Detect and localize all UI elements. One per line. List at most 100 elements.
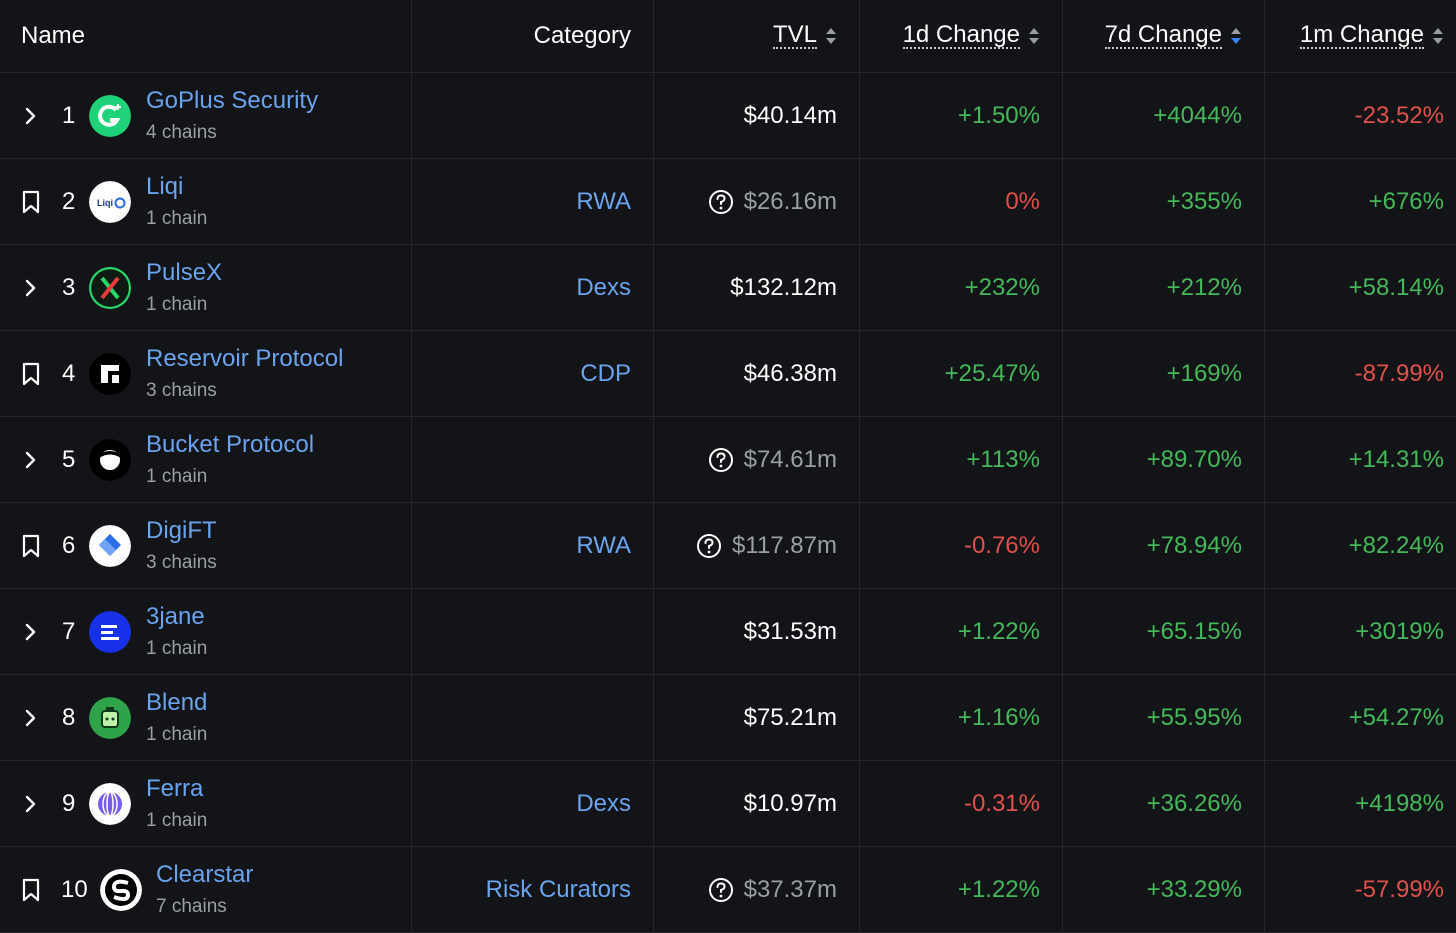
header-1d-change-sort[interactable]: 1d Change [860, 0, 1063, 72]
category-link[interactable]: RWA [576, 531, 631, 559]
header-1m-change-sort[interactable]: 1m Change [1265, 0, 1456, 72]
tvl-value: $46.38m [743, 359, 837, 387]
header-1d-change-label[interactable]: 1d Change [902, 21, 1020, 49]
tvl-cell: $117.87m [654, 503, 860, 588]
change-1d-cell: +1.22% [860, 847, 1063, 932]
rank-number: 8 [62, 703, 76, 731]
change-1d-value: +113% [966, 445, 1040, 473]
change-1m-cell: +58.14% [1265, 245, 1456, 330]
change-7d-value: +89.70% [1146, 445, 1242, 473]
table-row[interactable]: 2 Liqi Liqi 1 chain RWA $26.16m 0% +355% +676% [0, 159, 1456, 245]
tvl-cell: $40.14m [654, 73, 860, 158]
change-1d-cell: -0.76% [860, 503, 1063, 588]
blend-logo [89, 696, 131, 739]
change-7d-value: +78.94% [1146, 531, 1242, 559]
header-1m-change-label[interactable]: 1m Change [1299, 21, 1424, 49]
bookmark-icon[interactable] [19, 190, 43, 214]
change-1m-value: +676% [1368, 187, 1444, 215]
table-row[interactable]: 4 Reservoir Protocol 3 chains CDP $46.38m +25… [0, 331, 1456, 417]
protocol-name-link[interactable]: DigiFT [146, 517, 217, 544]
change-1m-cell: +14.31% [1265, 417, 1456, 502]
question-mark-icon[interactable] [696, 533, 722, 559]
change-1d-cell: +1.22% [860, 589, 1063, 674]
tvl-value: $31.53m [743, 617, 837, 645]
table-header-row: Name Category TVL 1d Change 7d Change 1m… [0, 0, 1456, 73]
tvl-value: $26.16m [743, 187, 837, 215]
protocol-name-link[interactable]: PulseX [146, 259, 223, 286]
category-link[interactable]: Dexs [576, 789, 631, 817]
question-mark-icon[interactable] [708, 877, 734, 903]
table-row[interactable]: 6 DigiFT 3 chains RWA $117.87m -0.76% +78.94% +… [0, 503, 1456, 589]
tvl-cell: $31.53m [654, 589, 860, 674]
expand-chevron-icon[interactable] [19, 620, 43, 644]
protocol-name-link[interactable]: Clearstar [156, 861, 254, 888]
sort-icon[interactable] [1028, 26, 1040, 46]
header-tvl-label[interactable]: TVL [772, 21, 817, 49]
header-tvl-sort[interactable]: TVL [654, 0, 860, 72]
sort-icon[interactable] [1432, 26, 1444, 46]
change-1m-cell: +4198% [1265, 761, 1456, 846]
pulsex-logo [89, 266, 131, 309]
change-1m-value: -23.52% [1354, 101, 1444, 129]
protocol-name-link[interactable]: 3jane [146, 603, 205, 630]
change-1d-value: +1.50% [957, 101, 1040, 129]
category-link[interactable]: Dexs [576, 273, 631, 301]
change-1m-cell: -57.99% [1265, 847, 1456, 932]
change-7d-cell: +36.26% [1063, 761, 1265, 846]
change-1d-value: +1.16% [957, 703, 1040, 731]
protocol-name-link[interactable]: Liqi [146, 173, 184, 200]
expand-chevron-icon[interactable] [19, 792, 43, 816]
chain-count: 4 chains [146, 122, 217, 143]
question-mark-icon[interactable] [708, 189, 734, 215]
table-row[interactable]: 9 Ferra 1 chain Dexs $10.97m -0.31% +36.26% +41… [0, 761, 1456, 847]
change-1m-value: -87.99% [1354, 359, 1444, 387]
change-1m-value: +58.14% [1348, 273, 1444, 301]
rank-number: 7 [62, 617, 76, 645]
rank-number: 5 [62, 445, 76, 473]
change-1d-cell: +25.47% [860, 331, 1063, 416]
protocol-name-link[interactable]: Ferra [146, 775, 204, 802]
name-cell: 8 Blend 1 chain [0, 675, 412, 760]
change-7d-value: +355% [1166, 187, 1242, 215]
chain-count: 1 chain [146, 466, 208, 487]
sort-icon[interactable] [825, 26, 837, 46]
category-link[interactable]: CDP [580, 359, 631, 387]
table-row[interactable]: 8 Blend 1 chain $75.21m +1.16% +55.95% +54.27% [0, 675, 1456, 761]
tvl-value: $37.37m [743, 875, 837, 903]
table-row[interactable]: 3 PulseX 1 chain Dexs $132.12m +232% +212% +58.… [0, 245, 1456, 331]
chain-count: 1 chain [146, 638, 208, 659]
table-row[interactable]: 7 3jane 1 chain $31.53m +1.22% +65.15% +3019% [0, 589, 1456, 675]
change-7d-cell: +4044% [1063, 73, 1265, 158]
expand-chevron-icon[interactable] [19, 706, 43, 730]
protocol-name-link[interactable]: GoPlus Security [146, 87, 319, 114]
expand-chevron-icon[interactable] [19, 104, 43, 128]
header-7d-change-label[interactable]: 7d Change [1104, 21, 1222, 49]
category-link[interactable]: RWA [576, 187, 631, 215]
header-7d-change-sort[interactable]: 7d Change [1063, 0, 1265, 72]
clearstar-logo [100, 868, 142, 911]
tvl-value: $117.87m [732, 531, 837, 559]
table-row[interactable]: 5 Bucket Protocol 1 chain $74.61m +113% +89.7… [0, 417, 1456, 503]
change-1m-value: -57.99% [1354, 875, 1444, 903]
change-1d-value: 0% [1005, 187, 1040, 215]
sort-descending-icon[interactable] [1230, 26, 1242, 46]
bookmark-icon[interactable] [19, 534, 43, 558]
digift-logo [89, 524, 131, 567]
rank-number: 3 [62, 273, 76, 301]
bookmark-icon[interactable] [19, 362, 43, 386]
change-1m-value: +82.24% [1348, 531, 1444, 559]
protocol-name-link[interactable]: Reservoir Protocol [146, 345, 344, 372]
table-row[interactable]: 10 Clearstar 7 chains Risk Curators $37.37m +… [0, 847, 1456, 933]
bookmark-icon[interactable] [19, 878, 43, 902]
category-link[interactable]: Risk Curators [485, 875, 631, 903]
expand-chevron-icon[interactable] [19, 276, 43, 300]
protocol-name-link[interactable]: Blend [146, 689, 208, 716]
change-1m-value: +54.27% [1348, 703, 1444, 731]
table-row[interactable]: 1 GoPlus Security 4 chains $40.14m +1.50% +40… [0, 73, 1456, 159]
name-cell: 10 Clearstar 7 chains [0, 847, 412, 932]
change-1m-value: +14.31% [1348, 445, 1444, 473]
expand-chevron-icon[interactable] [19, 448, 43, 472]
protocol-name-link[interactable]: Bucket Protocol [146, 431, 315, 458]
question-mark-icon[interactable] [708, 447, 734, 473]
